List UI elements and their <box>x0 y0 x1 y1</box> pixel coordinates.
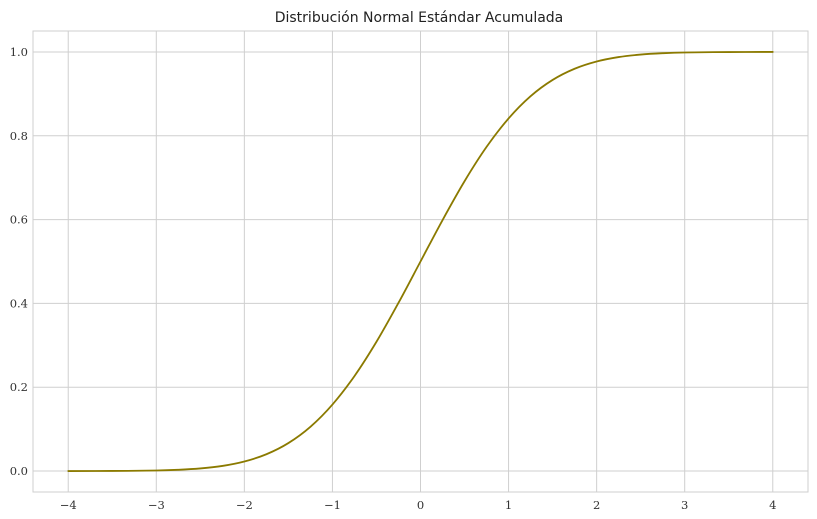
x-tick-label: −1 <box>324 498 341 512</box>
x-tick-label: 1 <box>505 498 512 512</box>
x-tick-label: −2 <box>236 498 253 512</box>
series-layer <box>67 51 774 472</box>
cdf-curve <box>67 51 774 472</box>
y-tick-label: 0.6 <box>10 213 28 227</box>
grid <box>33 31 808 492</box>
x-tick-label: −4 <box>60 498 77 512</box>
x-tick-label: 0 <box>417 498 424 512</box>
x-tick-label: −3 <box>148 498 165 512</box>
y-tick-label: 0.0 <box>10 464 28 478</box>
chart-title: Distribución Normal Estándar Acumulada <box>275 10 564 26</box>
x-tick-labels: −4 −3 −2 −1 0 1 2 3 4 <box>60 498 777 512</box>
y-tick-label: 0.4 <box>10 296 28 310</box>
y-tick-labels: 0.0 0.2 0.4 0.6 0.8 1.0 <box>10 45 28 478</box>
y-tick-label: 0.2 <box>10 380 28 394</box>
x-tick-label: 4 <box>769 498 776 512</box>
y-tick-label: 0.8 <box>10 129 28 143</box>
plot-frame <box>32 30 809 493</box>
x-tick-label: 3 <box>681 498 688 512</box>
y-tick-label: 1.0 <box>10 45 28 59</box>
x-tick-label: 2 <box>593 498 600 512</box>
